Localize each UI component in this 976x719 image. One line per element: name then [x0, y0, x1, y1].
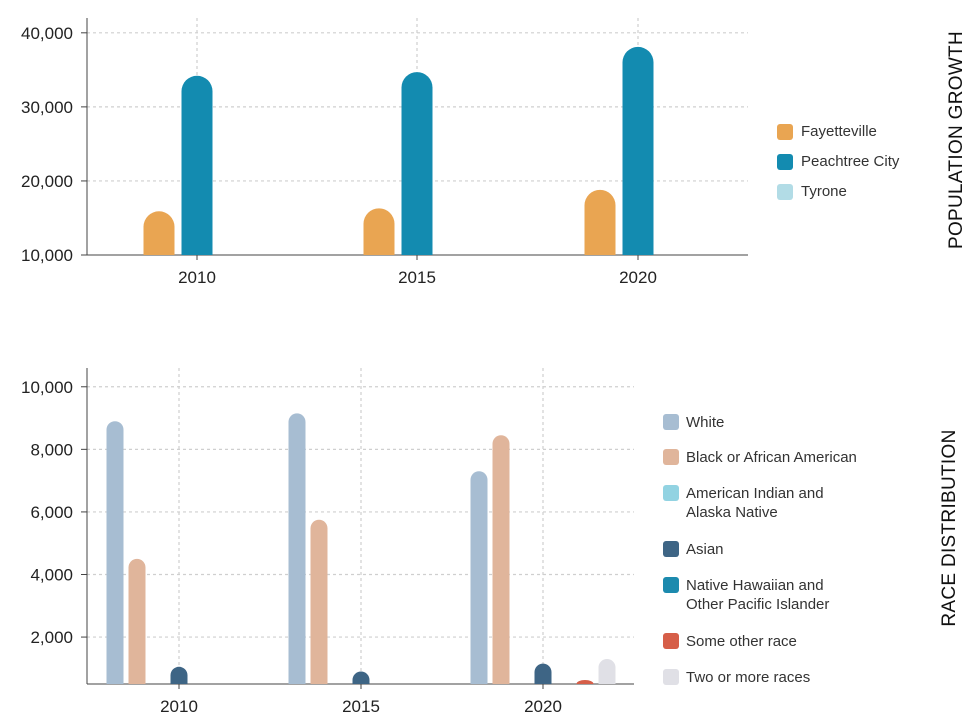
bar-black-or-african-american [492, 435, 510, 684]
y-tick-label: 40,000 [21, 24, 73, 43]
y-tick-label: 4,000 [30, 565, 73, 584]
side-title: POPULATION GROWTH [946, 31, 967, 249]
x-tick-label: 2020 [619, 268, 657, 287]
bar-asian [170, 666, 188, 684]
y-tick-label: 6,000 [30, 503, 73, 522]
x-tick-label: 2010 [178, 268, 216, 287]
bar-black-or-african-american [310, 519, 328, 684]
legend-swatch [777, 124, 793, 140]
bar-two-or-more-races [598, 658, 616, 684]
bar-black-or-african-american [128, 558, 146, 684]
bar-peachtree-city [181, 75, 213, 255]
y-tick-label: 10,000 [21, 246, 73, 265]
bar-some-other-race [576, 680, 594, 684]
x-tick-label: 2020 [524, 697, 562, 716]
bar-white [470, 471, 488, 684]
legend-swatch [663, 633, 679, 649]
legend-swatch [663, 485, 679, 501]
legend-label: Fayetteville [801, 123, 877, 140]
x-tick-label: 2015 [342, 697, 380, 716]
legend-label: Some other race [686, 633, 797, 650]
x-tick-label: 2010 [160, 697, 198, 716]
y-tick-label: 10,000 [21, 378, 73, 397]
x-tick-label: 2015 [398, 268, 436, 287]
bar-white [288, 413, 306, 684]
legend-label: Black or African American [686, 449, 857, 466]
bar-asian [352, 671, 370, 684]
legend-label: Peachtree City [801, 153, 900, 170]
legend-swatch [777, 184, 793, 200]
legend-label: American Indian and Alaska Native [686, 485, 824, 521]
bar-peachtree-city [622, 46, 654, 256]
bar-fayetteville [584, 189, 616, 255]
legend-swatch [663, 669, 679, 685]
bar-fayetteville [143, 211, 175, 255]
legend-swatch [663, 577, 679, 593]
race-distribution-chart: 2,000 4,000 6,000 8,000 10,000 2010 2015 2020 Wh… [21, 368, 960, 716]
y-tick-label: 20,000 [21, 172, 73, 191]
bar-peachtree-city [401, 72, 433, 256]
y-tick-label: 2,000 [30, 628, 73, 647]
population-growth-chart: 10,000 20,000 30,000 40,000 2010 2015 2020 Faye… [21, 18, 967, 287]
legend-swatch [663, 414, 679, 430]
legend-swatch [663, 449, 679, 465]
legend-label: Native Hawaiian and Other Pacific Islande… [686, 577, 829, 613]
legend-label: Two or more races [686, 669, 810, 686]
legend-swatch [777, 154, 793, 170]
y-tick-label: 8,000 [30, 440, 73, 459]
bar-fayetteville [363, 208, 395, 255]
side-title: RACE DISTRIBUTION [939, 429, 960, 626]
bar-asian [534, 663, 552, 684]
y-tick-label: 30,000 [21, 98, 73, 117]
legend-label: Asian [686, 541, 724, 558]
legend-label: White [686, 414, 724, 431]
legend-label: Tyrone [801, 183, 847, 200]
bar-white [106, 421, 124, 684]
legend-swatch [663, 541, 679, 557]
